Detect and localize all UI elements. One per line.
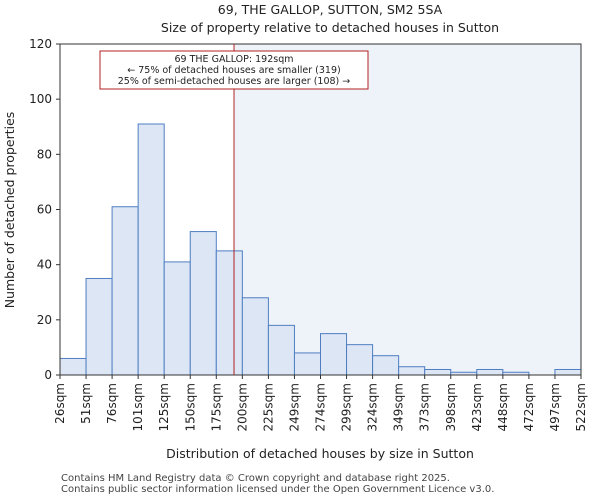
- x-axis-label: Distribution of detached houses by size …: [166, 446, 474, 461]
- x-tick-label: 175sqm: [209, 383, 223, 431]
- y-axis-label: Number of detached properties: [2, 112, 17, 309]
- annotation-line-1: 69 THE GALLOP: 192sqm: [175, 54, 294, 65]
- bar-497sqm: [554, 368, 582, 376]
- x-tick-label: 76sqm: [105, 383, 119, 424]
- x-tick-label: 423sqm: [470, 383, 484, 431]
- x-tick-label: 448sqm: [496, 383, 510, 431]
- bar-249sqm: [293, 352, 322, 376]
- x-axis: 26sqm 51sqm 76sqm 101sqm 125sqm 150sqm 175sqm 2…: [53, 375, 588, 431]
- x-tick-label: 324sqm: [366, 383, 380, 431]
- bar-150sqm: [189, 231, 217, 376]
- x-tick-label: 200sqm: [235, 383, 249, 431]
- above-property-region: [234, 44, 581, 375]
- x-tick-label: 349sqm: [392, 383, 406, 431]
- bar-299sqm: [346, 344, 374, 376]
- y-tick-label: 60: [37, 203, 52, 217]
- bar-200sqm: [241, 297, 269, 376]
- bars-group: [59, 123, 582, 376]
- x-tick-label: 101sqm: [131, 383, 145, 431]
- x-tick-label: 26sqm: [53, 383, 67, 424]
- y-axis: 0 20 40 60 80 100 120: [29, 37, 60, 382]
- bar-76sqm: [111, 206, 139, 376]
- bar-373sqm: [424, 368, 452, 376]
- annotation-line-2: ← 75% of detached houses are smaller (31…: [127, 65, 340, 76]
- chart-subtitle: Size of property relative to detached ho…: [161, 20, 499, 35]
- x-tick-label: 398sqm: [444, 383, 458, 431]
- bar-51sqm: [85, 277, 113, 376]
- y-tick-label: 80: [37, 147, 52, 161]
- bar-349sqm: [398, 366, 426, 376]
- footer-line-2: Contains public sector information licen…: [61, 484, 495, 495]
- annotation-box: 69 THE GALLOP: 192sqm ← 75% of detached …: [99, 50, 369, 90]
- bar-175sqm: [215, 250, 243, 376]
- bar-423sqm: [476, 368, 504, 376]
- bar-274sqm: [320, 333, 348, 376]
- footer-line-1: Contains HM Land Registry data © Crown c…: [61, 473, 450, 484]
- x-tick-label: 150sqm: [183, 383, 197, 431]
- bar-125sqm: [163, 261, 191, 376]
- x-tick-label: 225sqm: [261, 383, 275, 431]
- x-tick-label: 51sqm: [79, 383, 93, 424]
- x-tick-label: 274sqm: [314, 383, 328, 431]
- y-tick-label: 0: [44, 368, 52, 382]
- x-tick-label: 472sqm: [522, 383, 536, 431]
- annotation-border: [99, 50, 369, 90]
- y-tick-label: 120: [29, 37, 52, 51]
- bar-324sqm: [372, 355, 400, 376]
- x-tick-label: 522sqm: [574, 383, 588, 431]
- x-tick-label: 497sqm: [548, 383, 562, 431]
- y-tick-label: 20: [37, 313, 52, 327]
- y-tick-label: 100: [29, 92, 52, 106]
- bar-26sqm: [59, 357, 87, 376]
- chart-title: 69, THE GALLOP, SUTTON, SM2 5SA: [218, 2, 443, 17]
- bar-101sqm: [137, 123, 165, 376]
- x-tick-label: 125sqm: [157, 383, 171, 431]
- x-tick-label: 249sqm: [287, 383, 301, 431]
- y-tick-label: 40: [37, 258, 52, 272]
- x-tick-label: 373sqm: [418, 383, 432, 431]
- annotation-line-3: 25% of semi-detached houses are larger (…: [118, 76, 351, 87]
- x-tick-label: 299sqm: [340, 383, 354, 431]
- bar-225sqm: [267, 324, 295, 376]
